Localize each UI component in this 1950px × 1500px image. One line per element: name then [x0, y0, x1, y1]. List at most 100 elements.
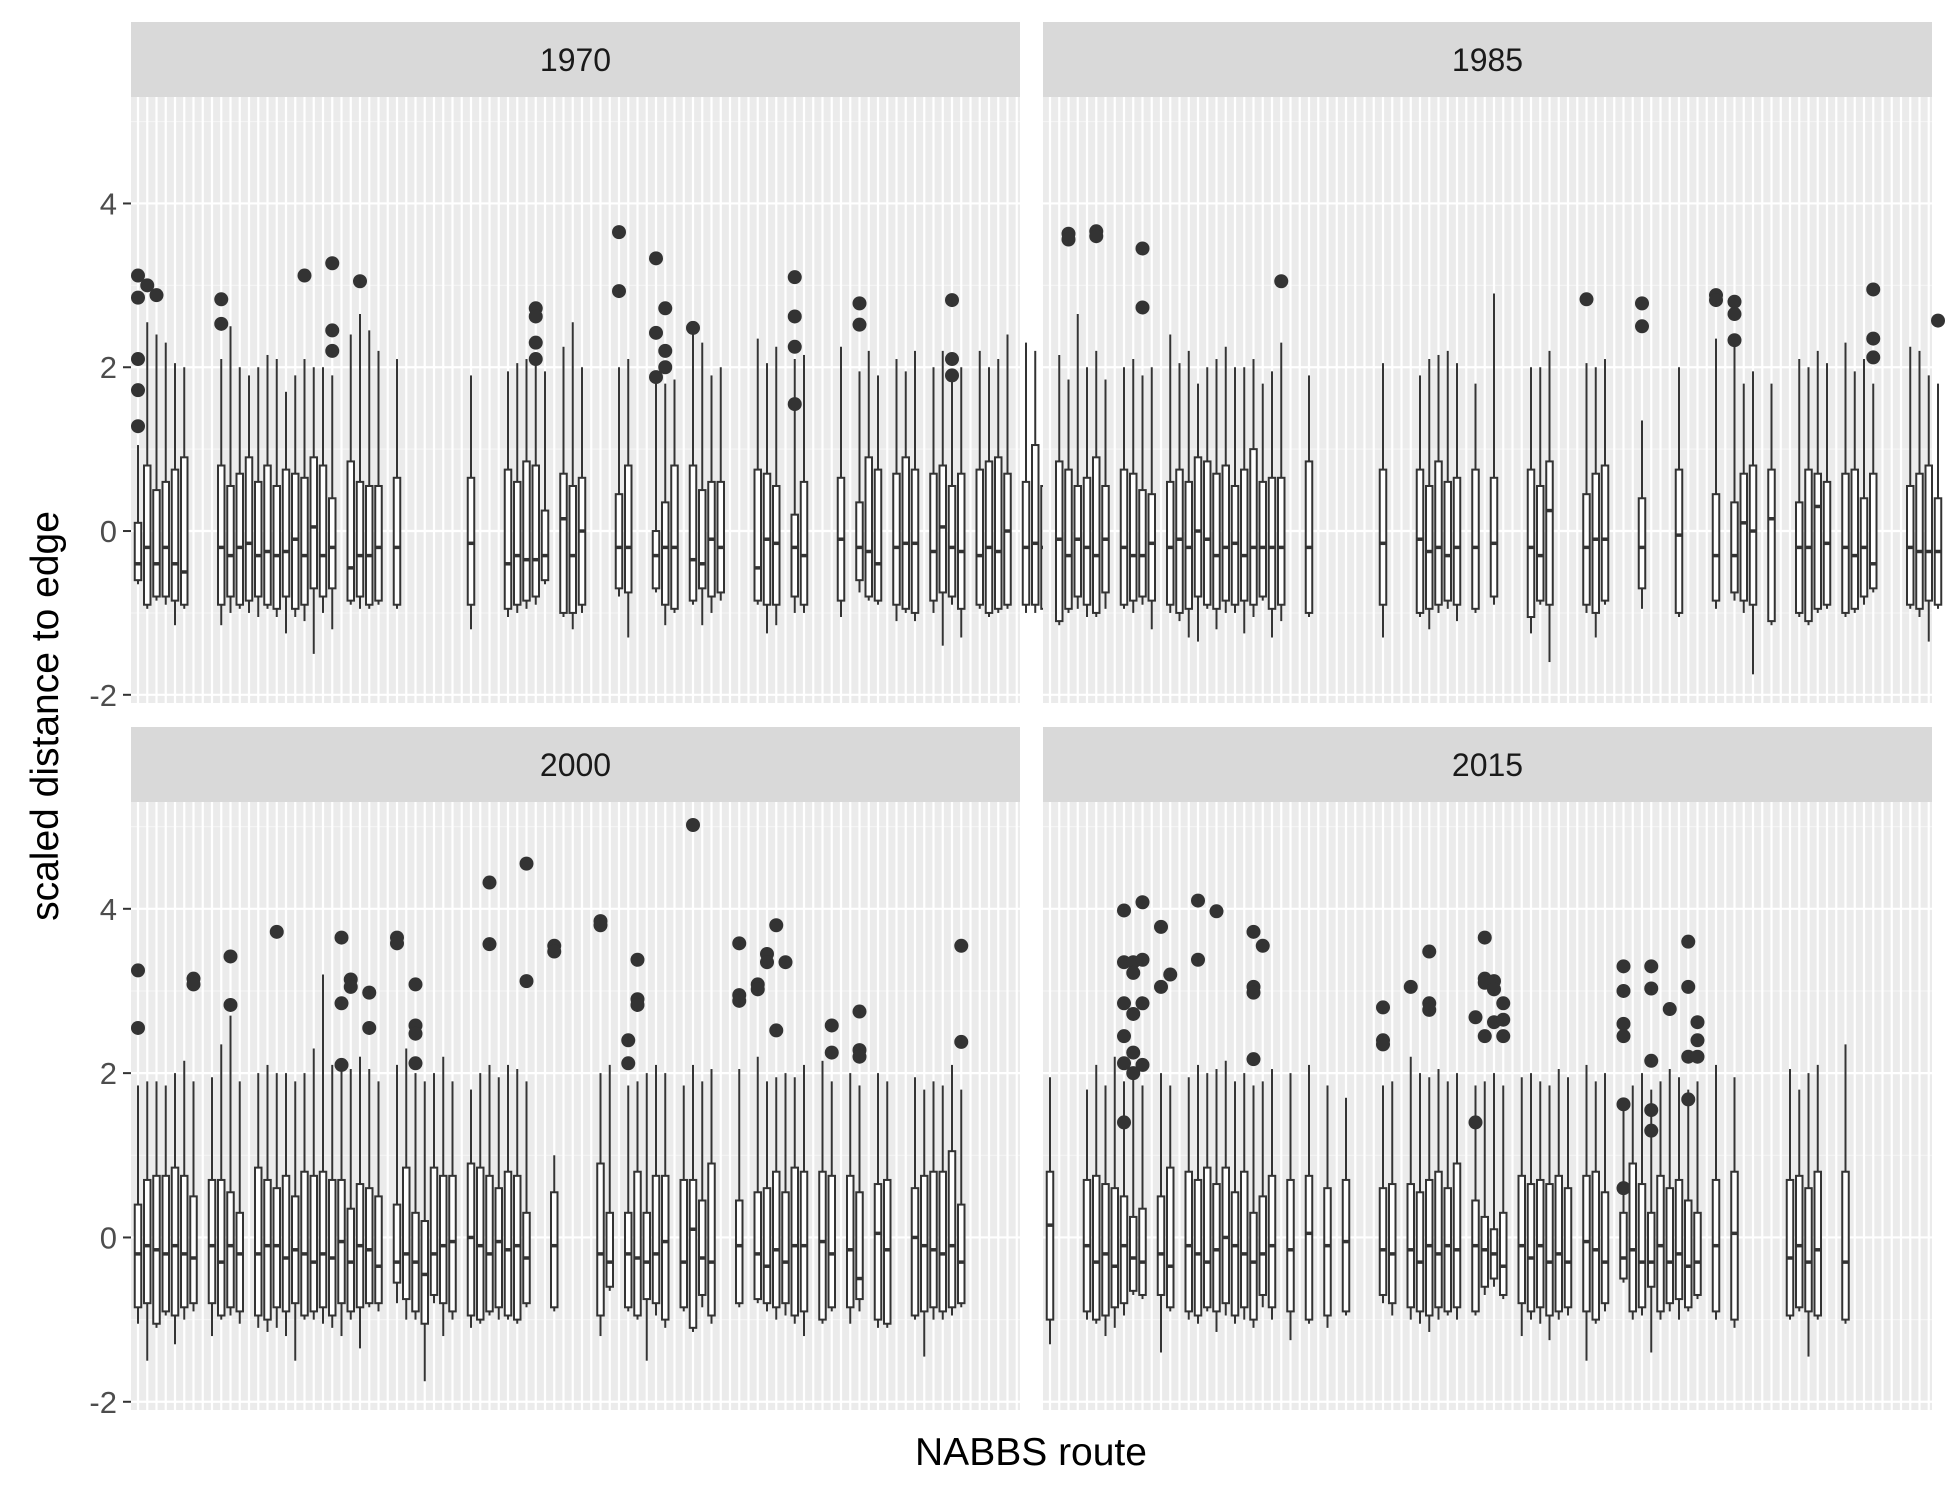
outlier-point: [649, 251, 663, 266]
boxplot-route-68: [762, 363, 772, 634]
boxplot-route-4: [170, 363, 180, 626]
box: [799, 480, 809, 606]
box: [355, 480, 365, 598]
outlier-point: [186, 977, 201, 992]
boxplot-route-6: [1101, 1085, 1110, 1337]
outlier-point: [1117, 996, 1131, 1011]
boxplot-route-34: [448, 1081, 457, 1320]
outlier-point: [750, 982, 765, 997]
boxplot-route-74: [818, 1060, 827, 1324]
box: [1425, 484, 1434, 610]
boxplot-route-51: [1517, 1077, 1526, 1337]
boxplot-route-71: [787, 270, 802, 613]
boxplot-route-42: [1434, 354, 1443, 613]
outlier-point: [593, 918, 608, 933]
boxplot-route-72: [799, 1064, 809, 1337]
boxplot-route-8: [1119, 367, 1129, 609]
boxplot-route-94: [1003, 334, 1012, 609]
box: [1184, 480, 1193, 610]
box: [1582, 1174, 1591, 1313]
outlier-point: [1690, 1033, 1705, 1048]
box: [1730, 1170, 1739, 1321]
box: [1240, 1170, 1249, 1309]
box: [947, 1150, 957, 1309]
boxplot-route-88: [1859, 359, 1869, 605]
boxplot-route-46: [1471, 383, 1480, 613]
box: [1499, 1211, 1508, 1296]
facet-panel-2015: 2015: [1043, 727, 1932, 1410]
strip-2015: [1043, 727, 1932, 802]
box: [994, 456, 1003, 610]
box: [522, 460, 531, 602]
outlier-point: [1255, 938, 1270, 953]
box: [1277, 476, 1286, 606]
boxplot-route-17: [291, 1081, 300, 1361]
boxplot-route-61: [698, 342, 707, 626]
boxplot-route-61: [698, 1081, 707, 1308]
outlier-point: [1579, 292, 1594, 307]
outlier-point: [1690, 1049, 1705, 1064]
box: [1711, 493, 1721, 602]
box: [1600, 464, 1610, 602]
box: [873, 468, 883, 602]
box: [1267, 476, 1277, 610]
box: [661, 501, 670, 606]
box: [1184, 1170, 1193, 1313]
box: [531, 464, 540, 598]
strip-1970: [131, 22, 1020, 97]
outlier-point: [778, 955, 793, 970]
boxplot-route-57: [661, 1073, 670, 1328]
boxplot-route-78: [1767, 383, 1776, 626]
outlier-point: [519, 974, 534, 989]
boxplot-route-67: [750, 977, 765, 1304]
boxplot-route-75: [824, 1018, 839, 1312]
outlier-point: [408, 1026, 423, 1041]
outlier-point: [325, 323, 340, 338]
boxplot-route-17: [291, 375, 300, 618]
outlier-point: [223, 997, 238, 1012]
box: [624, 1211, 633, 1309]
boxplot-route-62: [707, 1069, 716, 1324]
outlier-point: [1616, 1181, 1631, 1196]
outlier-point: [297, 268, 312, 283]
outlier-point: [1866, 350, 1881, 365]
box: [1166, 480, 1175, 606]
outlier-point: [269, 924, 284, 939]
y-axis-top: -2 0 2 4: [89, 186, 131, 713]
boxplot-route-71: [790, 1077, 799, 1324]
boxplot-route-44: [1452, 1073, 1462, 1320]
outlier-point: [787, 270, 802, 285]
outlier-point: [732, 936, 747, 951]
box: [688, 464, 698, 602]
boxplot-route-13: [1166, 334, 1175, 613]
boxplot-route-4: [170, 1073, 180, 1345]
boxplot-route-43: [1443, 350, 1452, 609]
outlier-point: [334, 1057, 349, 1072]
box: [374, 1195, 383, 1305]
box: [1628, 1162, 1637, 1313]
boxplot-route-96: [1931, 313, 1945, 609]
outlier-point: [214, 316, 229, 331]
outlier-point: [528, 335, 543, 350]
boxplot-route-93: [994, 359, 1003, 613]
outlier-point: [852, 1004, 867, 1019]
outlier-point: [621, 1056, 636, 1071]
boxplot-route-84: [910, 1077, 920, 1320]
outlier-point: [945, 293, 959, 308]
boxplot-route-56: [1563, 1077, 1573, 1316]
box: [661, 1174, 670, 1321]
box: [818, 1170, 827, 1321]
outlier-point: [787, 339, 802, 354]
boxplot-route-23: [1255, 938, 1270, 1308]
boxplot-route-84: [910, 350, 920, 622]
outlier-point: [343, 979, 358, 994]
box: [1545, 1183, 1554, 1317]
boxplot-route-50: [593, 914, 608, 1337]
box: [1730, 501, 1739, 594]
box: [1637, 1183, 1647, 1309]
outlier-point: [1681, 1092, 1696, 1107]
outlier-point: [612, 225, 626, 240]
boxplot-route-36: [466, 1089, 476, 1328]
box: [1452, 1162, 1462, 1309]
y-tick-label: 4: [100, 186, 117, 221]
